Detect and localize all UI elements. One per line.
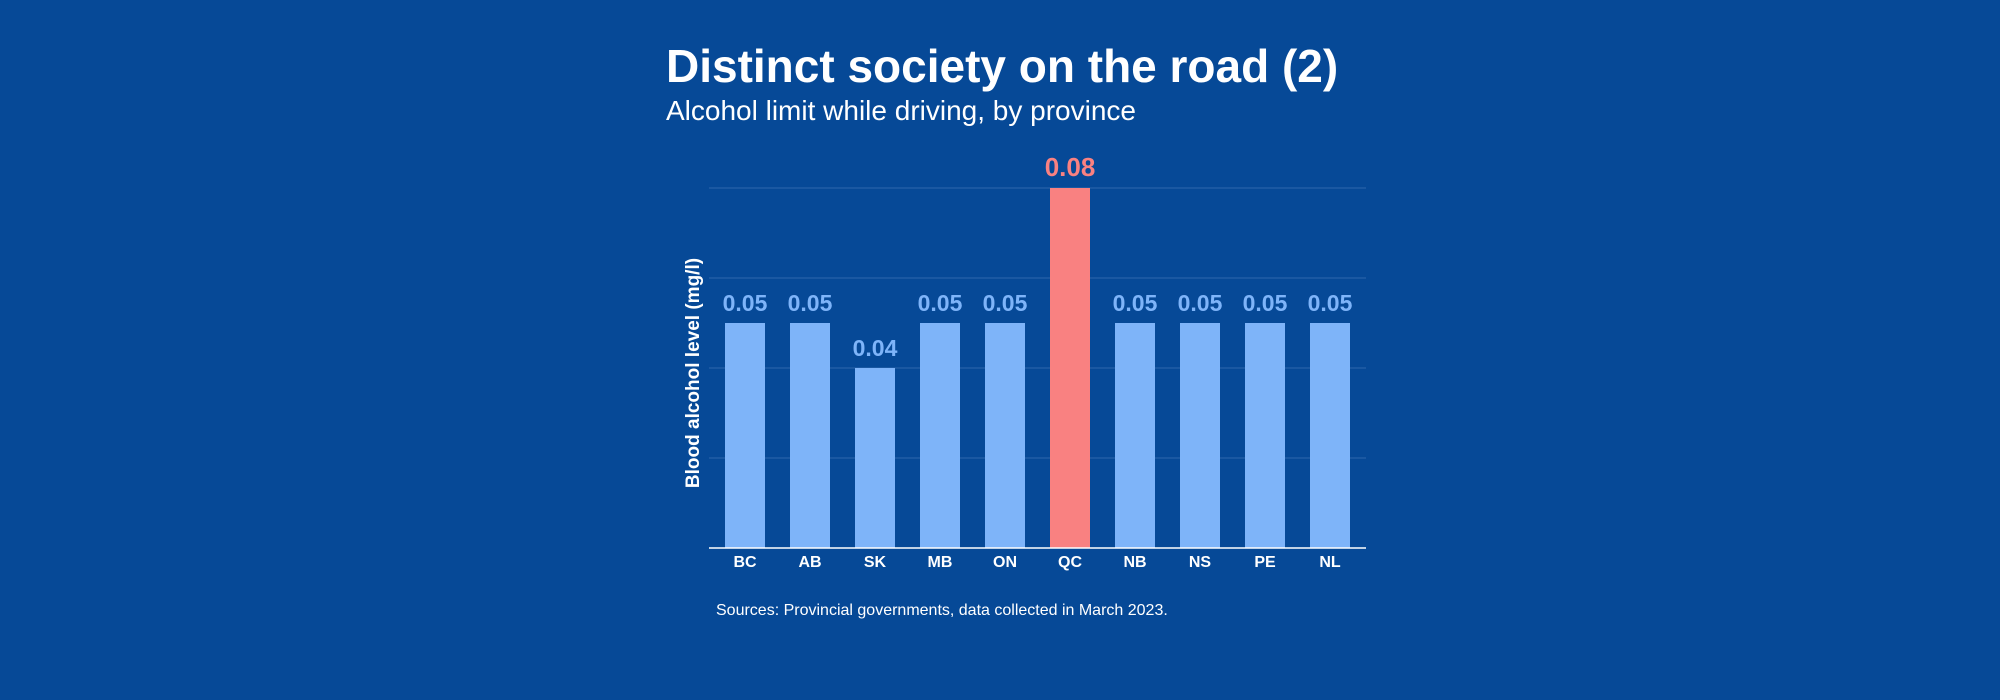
chart-title: Distinct society on the road (2)	[666, 40, 1339, 92]
chart-subtitle: Alcohol limit while driving, by province	[666, 95, 1136, 126]
bar-pe	[1245, 323, 1285, 548]
bar-mb	[920, 323, 960, 548]
bar-nl	[1310, 323, 1350, 548]
bar-nb	[1115, 323, 1155, 548]
value-label-ab: 0.05	[788, 290, 833, 316]
value-labels: 0.05 0.05 0.04 0.05 0.05 0.08 0.05 0.05 0.05 0.05	[723, 152, 1353, 361]
tick-label-sk: SK	[864, 554, 887, 571]
tick-label-ns: NS	[1189, 554, 1212, 571]
value-label-bc: 0.05	[723, 290, 768, 316]
tick-label-bc: BC	[733, 554, 757, 571]
value-label-pe: 0.05	[1243, 290, 1288, 316]
tick-label-mb: MB	[928, 554, 953, 571]
value-label-mb: 0.05	[918, 290, 963, 316]
x-tick-labels: BC AB SK MB ON QC NB NS PE NL	[733, 554, 1340, 571]
value-label-nl: 0.05	[1308, 290, 1353, 316]
bar-qc	[1050, 188, 1090, 548]
value-label-qc: 0.08	[1045, 152, 1096, 182]
tick-label-ab: AB	[798, 554, 821, 571]
tick-label-nb: NB	[1123, 554, 1146, 571]
value-label-sk: 0.04	[853, 335, 898, 361]
y-axis-label: Blood alcohol level (mg/l)	[683, 258, 704, 488]
value-label-ns: 0.05	[1178, 290, 1223, 316]
bar-ns	[1180, 323, 1220, 548]
bars	[725, 188, 1350, 548]
bar-bc	[725, 323, 765, 548]
source-note: Sources: Provincial governments, data co…	[716, 602, 1168, 619]
bar-on	[985, 323, 1025, 548]
value-label-nb: 0.05	[1113, 290, 1158, 316]
tick-label-on: ON	[993, 554, 1017, 571]
value-label-on: 0.05	[983, 290, 1028, 316]
bar-ab	[790, 323, 830, 548]
tick-label-nl: NL	[1319, 554, 1341, 571]
tick-label-qc: QC	[1058, 554, 1082, 571]
tick-label-pe: PE	[1254, 554, 1276, 571]
bar-sk	[855, 368, 895, 548]
